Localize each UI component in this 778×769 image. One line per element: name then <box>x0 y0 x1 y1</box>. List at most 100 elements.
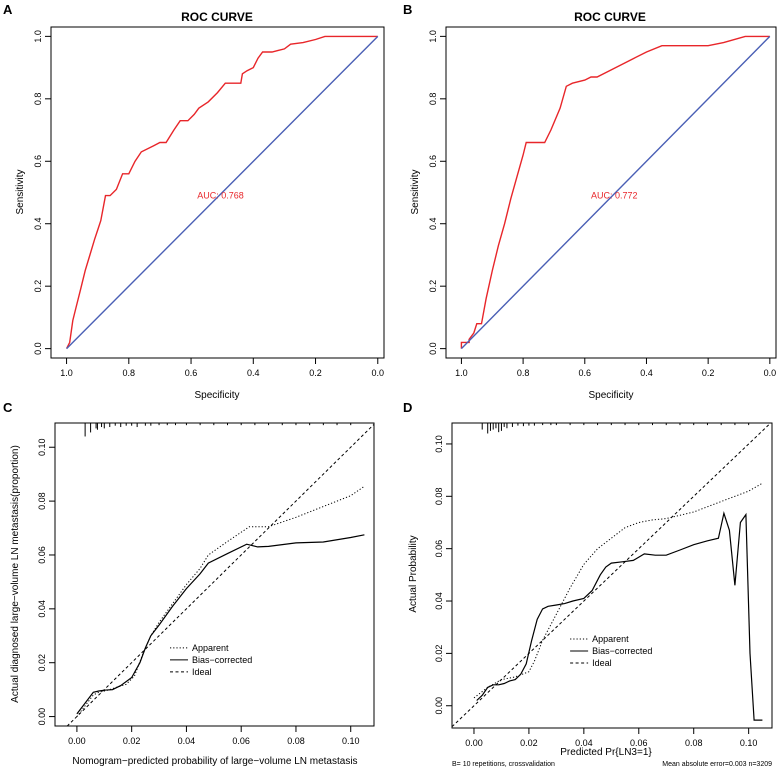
panel-a-letter: A <box>3 2 13 17</box>
panel-b-x-tick-label: 0.6 <box>579 368 592 378</box>
panel-d-y-tick-label: 0.10 <box>434 435 444 453</box>
panel-c-x-tick-label: 0.02 <box>123 736 141 746</box>
panel-d-y-axis: 0.00 0.02 0.04 0.06 0.08 0.10 <box>434 435 452 715</box>
panel-d-legend: Apparent Bias−corrected Ideal <box>570 634 652 668</box>
panel-b-y-tick-label: 0.8 <box>428 93 438 106</box>
panel-a-x-axis: 1.0 0.8 0.6 0.4 0.2 0.0 <box>60 358 384 378</box>
panel-b-y-tick-label: 1.0 <box>428 30 438 43</box>
panel-b-y-axis-label: Sensitivity <box>410 169 421 214</box>
panel-b-y-axis: 0.0 0.2 0.4 0.6 0.8 1.0 <box>428 30 446 355</box>
panel-a-x-axis-label: Specificity <box>194 390 239 401</box>
panel-d-series-ideal <box>452 423 772 728</box>
panel-c-y-axis: 0.00 0.02 0.04 0.06 0.08 0.10 <box>37 438 55 725</box>
panel-b-x-tick-label: 0.4 <box>640 368 653 378</box>
panel-b-plot-frame <box>445 26 777 359</box>
panel-b-y-tick-label: 0.4 <box>428 217 438 230</box>
panel-b-y-tick-label: 0.2 <box>428 280 438 293</box>
panel-a-plot-frame <box>50 26 385 359</box>
panel-b-series-roc <box>460 35 770 349</box>
panel-c-y-tick-label: 0.06 <box>37 546 47 564</box>
panel-d-footnote-left: B= 10 repetitions, crossvalidation <box>452 761 555 768</box>
panel-c-x-tick-label: 0.10 <box>342 736 360 746</box>
panel-d-legend-label: Ideal <box>592 658 612 668</box>
panel-a-series-roc <box>65 35 378 349</box>
panel-d-x-tick-label: 0.06 <box>630 738 648 748</box>
panel-b-x-tick-label: 1.0 <box>455 368 468 378</box>
panel-d-rug <box>481 423 750 434</box>
panel-a-x-tick-label: 0.4 <box>247 368 260 378</box>
panel-a-y-tick-label: 0.4 <box>33 217 43 230</box>
panel-a-x-tick-label: 1.0 <box>60 368 73 378</box>
panel-d-x-axis: 0.00 0.02 0.04 0.06 0.08 0.10 <box>465 728 757 748</box>
panel-a-x-tick-label: 0.0 <box>372 368 385 378</box>
panel-d-series-apparent <box>473 482 763 699</box>
panel-c-legend-label: Bias−corrected <box>192 655 252 665</box>
panel-b-y-tick-label: 0.0 <box>428 342 438 355</box>
panel-a-x-tick-label: 0.2 <box>309 368 322 378</box>
panel-a-x-tick-label: 0.6 <box>185 368 198 378</box>
panel-d-series-bias-corrected <box>476 511 763 721</box>
panel-a-y-tick-label: 0.6 <box>33 155 43 168</box>
panel-a-y-axis-label: Sensitivity <box>15 169 26 214</box>
panel-d-y-tick-label: 0.06 <box>434 540 444 558</box>
panel-b-y-tick-label: 0.6 <box>428 155 438 168</box>
panel-b-x-tick-label: 0.8 <box>517 368 530 378</box>
panel-d-y-tick-label: 0.04 <box>434 592 444 610</box>
panel-d-x-tick-label: 0.02 <box>520 738 538 748</box>
panel-d-footnote-right: Mean absolute error=0.003 n=3209 <box>662 761 772 768</box>
panel-c-x-tick-label: 0.00 <box>68 736 86 746</box>
panel-c-plot-frame <box>54 422 375 727</box>
panel-c-series-bias-corrected <box>76 534 365 715</box>
panel-d-letter: D <box>403 400 412 415</box>
panel-c-rug <box>84 423 352 437</box>
panel-c-letter: C <box>3 400 13 415</box>
panel-d-plot-frame <box>451 422 773 729</box>
panel-b-series-reference <box>460 35 771 350</box>
panel-c-series-ideal <box>66 423 374 726</box>
panel-c-y-axis-label: Actual diagnosed large−volume LN metasta… <box>10 445 21 703</box>
panel-b-auc-label: AUC: 0.772 <box>591 191 638 201</box>
panel-d-x-tick-label: 0.10 <box>740 738 758 748</box>
panel-a-y-tick-label: 0.0 <box>33 342 43 355</box>
panel-d-x-tick-label: 0.08 <box>685 738 703 748</box>
panel-c-y-tick-label: 0.08 <box>37 492 47 510</box>
panel-b-x-axis: 1.0 0.8 0.6 0.4 0.2 0.0 <box>455 358 776 378</box>
panel-a-auc-label: AUC: 0.768 <box>197 191 244 201</box>
panel-b-x-tick-label: 0.2 <box>702 368 715 378</box>
panel-d-legend-label: Bias−corrected <box>592 646 652 656</box>
panel-c-x-axis-label: Nomogram−predicted probability of large−… <box>72 756 357 767</box>
panel-c-legend-label: Ideal <box>192 667 212 677</box>
panel-c-legend-label: Apparent <box>192 643 229 653</box>
panel-c-legend: Apparent Bias−corrected Ideal <box>170 643 252 677</box>
panel-d-y-axis-label: Actual Probability <box>408 535 419 612</box>
panel-d: D Predicted Pr{LN3=1} Actual Probability… <box>403 400 773 768</box>
panel-a-y-tick-label: 1.0 <box>33 30 43 43</box>
panel-c-x-tick-label: 0.04 <box>178 736 196 746</box>
panel-b-x-tick-label: 0.0 <box>764 368 777 378</box>
panel-c: C Nomogram−predicted probability of larg… <box>3 400 375 767</box>
panel-c-series-apparent <box>76 485 365 717</box>
panel-c-y-tick-label: 0.02 <box>37 654 47 672</box>
panel-d-x-axis-label: Predicted Pr{LN3=1} <box>560 747 652 758</box>
panel-a-y-axis: 0.0 0.2 0.4 0.6 0.8 1.0 <box>33 30 51 355</box>
panel-b-x-axis-label: Specificity <box>588 390 633 401</box>
panel-d-y-tick-label: 0.00 <box>434 697 444 715</box>
panel-a-title: ROC CURVE <box>181 10 253 24</box>
panel-a-y-tick-label: 0.8 <box>33 93 43 106</box>
panel-b-title: ROC CURVE <box>574 10 646 24</box>
panel-b-letter: B <box>403 2 412 17</box>
panel-c-y-tick-label: 0.00 <box>37 708 47 726</box>
panel-d-legend-label: Apparent <box>592 634 629 644</box>
panel-d-x-tick-label: 0.04 <box>575 738 593 748</box>
panel-a-y-tick-label: 0.2 <box>33 280 43 293</box>
panel-b: B ROC CURVE Specificity Sensitivity 1.0 0… <box>403 2 777 401</box>
panel-a: A ROC CURVE Specificity Sensitivity 1.0 0… <box>3 2 385 401</box>
panel-d-y-tick-label: 0.08 <box>434 488 444 506</box>
panel-a-x-tick-label: 0.8 <box>123 368 136 378</box>
panel-c-x-tick-label: 0.08 <box>287 736 305 746</box>
panel-c-x-axis: 0.00 0.02 0.04 0.06 0.08 0.10 <box>68 726 359 746</box>
panel-d-y-tick-label: 0.02 <box>434 645 444 663</box>
panel-c-y-tick-label: 0.04 <box>37 600 47 618</box>
panel-d-x-tick-label: 0.00 <box>465 738 483 748</box>
